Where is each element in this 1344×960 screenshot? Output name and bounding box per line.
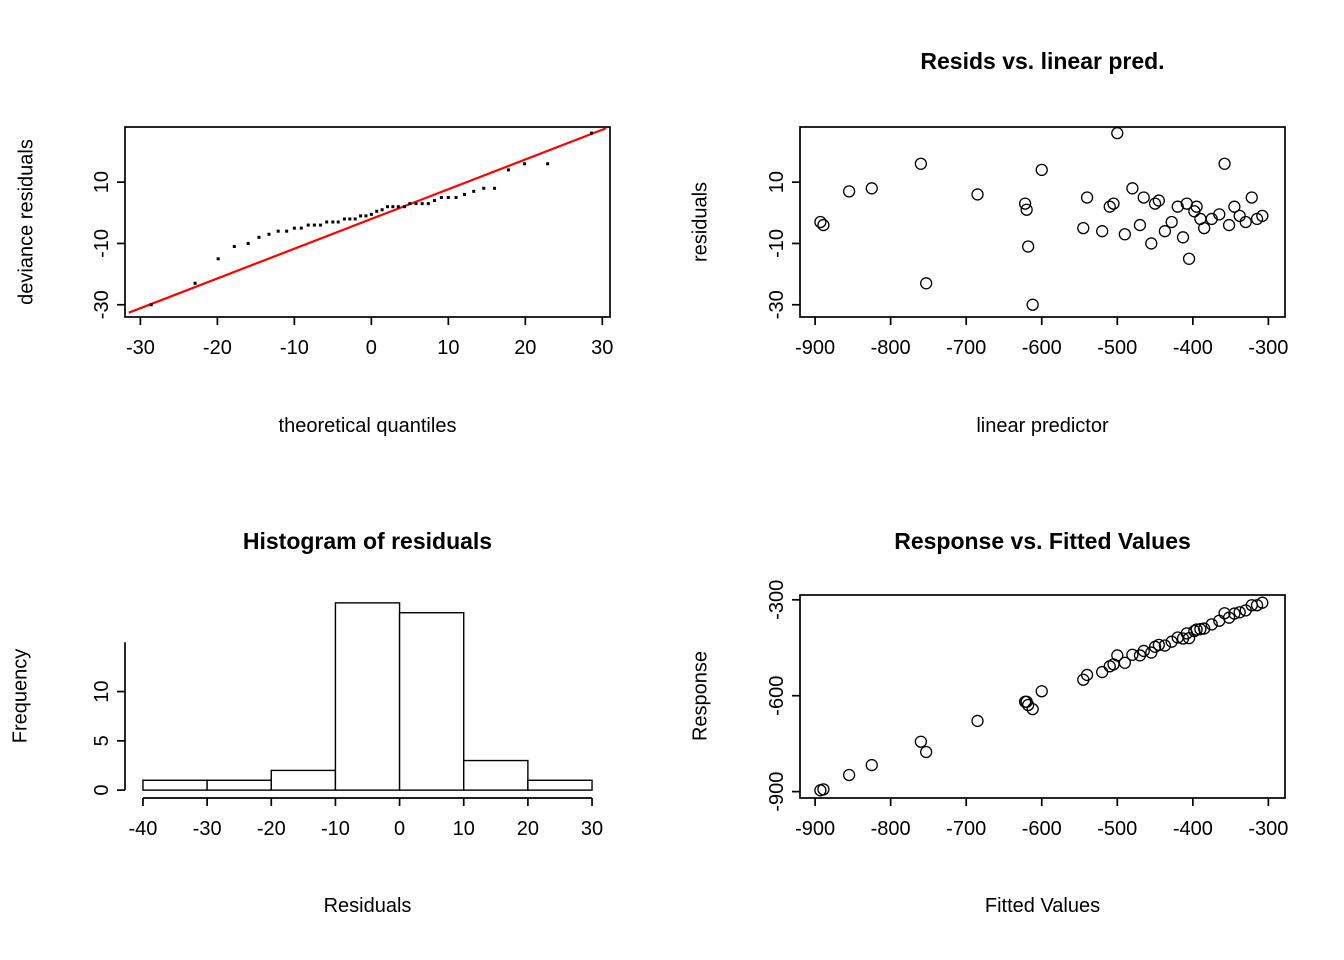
svg-text:5: 5 <box>91 735 113 746</box>
svg-text:0: 0 <box>91 785 113 796</box>
svg-text:-700: -700 <box>946 818 986 840</box>
svg-text:-20: -20 <box>203 337 232 359</box>
svg-text:-900: -900 <box>795 818 835 840</box>
svg-text:-800: -800 <box>871 337 911 359</box>
svg-text:-900: -900 <box>766 772 788 812</box>
histogram-x-axis-label: Residuals <box>323 895 412 917</box>
data-points <box>814 596 1269 797</box>
histogram-title: Histogram of residuals <box>242 528 493 554</box>
svg-text:10: 10 <box>453 818 475 840</box>
svg-text:-10: -10 <box>321 818 350 840</box>
svg-text:-20: -20 <box>257 818 286 840</box>
x-axis: -40 -30 -20 -10 0 10 20 30 <box>129 797 603 840</box>
svg-text:-40: -40 <box>129 818 158 840</box>
x-axis: -900 -800 -700 -600 -500 -400 -300 <box>795 317 1288 359</box>
resids-x-axis-label: linear predictor <box>976 415 1109 437</box>
svg-text:-700: -700 <box>946 337 986 359</box>
x-axis: -30 -20 -10 0 10 20 30 <box>126 317 613 359</box>
resids-vs-linear-pred-canvas: -900 -800 -700 -600 -500 -400 -300 -30 -10 10 <box>766 126 1288 359</box>
resids-vs-linear-pred-title: Resids vs. linear pred. <box>920 48 1165 74</box>
svg-text:-500: -500 <box>1097 818 1137 840</box>
svg-text:-300: -300 <box>1248 818 1288 840</box>
qq-plot-canvas: -30 -20 -10 0 10 20 30 -30 -10 10 <box>91 126 613 359</box>
plot-box <box>124 126 611 318</box>
svg-text:-10: -10 <box>280 337 309 359</box>
data-points <box>149 131 594 307</box>
response-x-axis-label: Fitted Values <box>984 895 1101 917</box>
svg-text:-600: -600 <box>1022 337 1062 359</box>
reference-line <box>128 127 607 314</box>
histogram-bars <box>142 602 593 791</box>
svg-text:-900: -900 <box>795 337 835 359</box>
svg-text:10: 10 <box>91 680 113 702</box>
svg-text:-800: -800 <box>871 818 911 840</box>
svg-text:-400: -400 <box>1173 818 1213 840</box>
y-axis: -30 -10 10 <box>91 171 125 319</box>
svg-text:-400: -400 <box>1173 337 1213 359</box>
svg-text:-30: -30 <box>193 818 222 840</box>
plot-box <box>799 126 1286 318</box>
panel-qq-plot: deviance residuals -30 -20 -10 0 10 20 30 -30 -1… <box>0 0 672 480</box>
svg-text:30: 30 <box>591 337 613 359</box>
svg-text:-600: -600 <box>766 676 788 716</box>
response-vs-fitted-title: Response vs. Fitted Values <box>894 528 1191 554</box>
svg-text:0: 0 <box>366 337 377 359</box>
qq-x-axis-label: theoretical quantiles <box>278 415 457 437</box>
response-vs-fitted-canvas: -900 -800 -700 -600 -500 -400 -300 -900 -600 -300 <box>766 580 1288 840</box>
svg-text:-30: -30 <box>766 290 788 319</box>
svg-text:10: 10 <box>437 337 459 359</box>
y-axis: 0 5 10 <box>91 642 126 796</box>
svg-text:-30: -30 <box>91 290 113 319</box>
x-axis: -900 -800 -700 -600 -500 -400 -300 <box>795 798 1288 840</box>
plot-box <box>799 594 1286 799</box>
y-axis: -900 -600 -300 <box>766 580 800 812</box>
histogram-canvas: -40 -30 -20 -10 0 10 20 30 0 5 10 <box>91 602 603 840</box>
svg-text:10: 10 <box>766 171 788 193</box>
svg-text:10: 10 <box>91 171 113 193</box>
panel-resids-vs-linear-pred: Resids vs. linear pred. residuals -900 -8… <box>672 0 1344 480</box>
svg-text:-600: -600 <box>1022 818 1062 840</box>
panel-response-vs-fitted: Response vs. Fitted Values Response -900… <box>672 480 1344 960</box>
svg-text:-30: -30 <box>126 337 155 359</box>
data-points <box>814 126 1269 311</box>
svg-text:-10: -10 <box>766 229 788 258</box>
panel-histogram-of-residuals: Histogram of residuals Frequency -40 -30-… <box>0 480 672 960</box>
svg-text:-10: -10 <box>91 229 113 258</box>
svg-text:20: 20 <box>517 818 539 840</box>
svg-text:0: 0 <box>394 818 405 840</box>
svg-text:-500: -500 <box>1097 337 1137 359</box>
svg-text:-300: -300 <box>1248 337 1288 359</box>
svg-text:-300: -300 <box>766 580 788 620</box>
svg-text:30: 30 <box>581 818 603 840</box>
svg-text:20: 20 <box>514 337 536 359</box>
y-axis: -30 -10 10 <box>766 171 800 319</box>
